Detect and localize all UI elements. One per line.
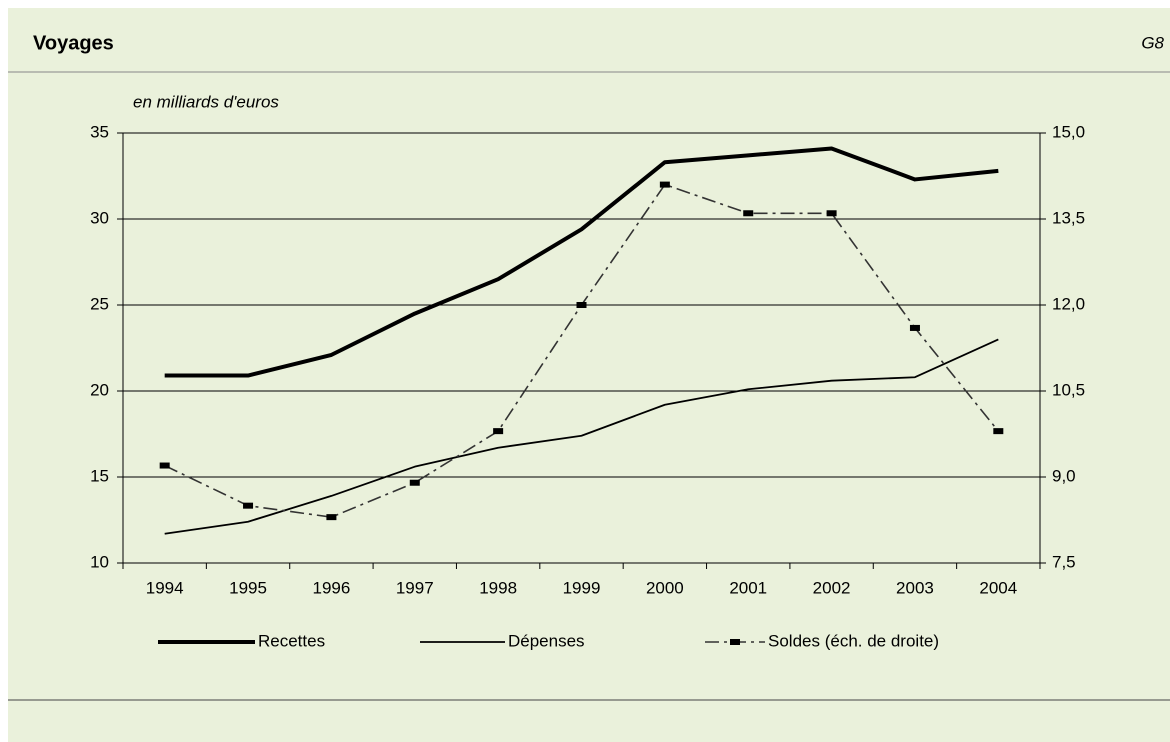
x-tick-label: 1999 bbox=[563, 578, 601, 597]
x-tick-label: 1996 bbox=[312, 578, 350, 597]
marker bbox=[409, 479, 420, 486]
marker bbox=[993, 428, 1004, 435]
y-tick-label: 25 bbox=[90, 294, 109, 313]
chart-title: Voyages bbox=[33, 32, 114, 54]
x-tick-label: 1997 bbox=[396, 578, 434, 597]
y-tick-label: 10 bbox=[90, 552, 109, 571]
y2-tick-label: 13,5 bbox=[1052, 208, 1085, 227]
marker bbox=[743, 210, 754, 217]
y-tick-label: 20 bbox=[90, 380, 109, 399]
marker bbox=[826, 210, 837, 217]
x-tick-label: 2001 bbox=[729, 578, 767, 597]
y-tick-label: 30 bbox=[90, 208, 109, 227]
legend-label: Soldes (éch. de droite) bbox=[768, 631, 939, 650]
y-tick-label: 15 bbox=[90, 466, 109, 485]
y2-tick-label: 10,5 bbox=[1052, 380, 1085, 399]
x-tick-label: 2002 bbox=[813, 578, 851, 597]
x-tick-label: 2000 bbox=[646, 578, 684, 597]
x-tick-label: 2003 bbox=[896, 578, 934, 597]
marker bbox=[576, 302, 587, 308]
y2-tick-label: 7,5 bbox=[1052, 552, 1076, 571]
legend-marker bbox=[730, 639, 740, 645]
marker bbox=[326, 514, 337, 521]
legend-label: Recettes bbox=[258, 631, 325, 650]
figure-label: G8 bbox=[1141, 33, 1164, 52]
x-tick-label: 1998 bbox=[479, 578, 517, 597]
marker bbox=[159, 462, 170, 469]
marker bbox=[493, 428, 504, 435]
y2-tick-label: 9,0 bbox=[1052, 466, 1076, 485]
x-tick-label: 1995 bbox=[229, 578, 267, 597]
subtitle: en milliards d'euros bbox=[133, 92, 279, 111]
y-tick-label: 35 bbox=[90, 122, 109, 141]
x-tick-label: 1994 bbox=[146, 578, 184, 597]
y2-tick-label: 12,0 bbox=[1052, 294, 1085, 313]
y2-tick-label: 15,0 bbox=[1052, 122, 1085, 141]
series-line bbox=[164, 146, 999, 378]
legend-label: Dépenses bbox=[508, 631, 585, 650]
marker bbox=[659, 181, 670, 188]
series-line bbox=[164, 338, 999, 535]
x-tick-label: 2004 bbox=[979, 578, 1017, 597]
marker bbox=[243, 502, 254, 509]
marker bbox=[909, 324, 920, 331]
